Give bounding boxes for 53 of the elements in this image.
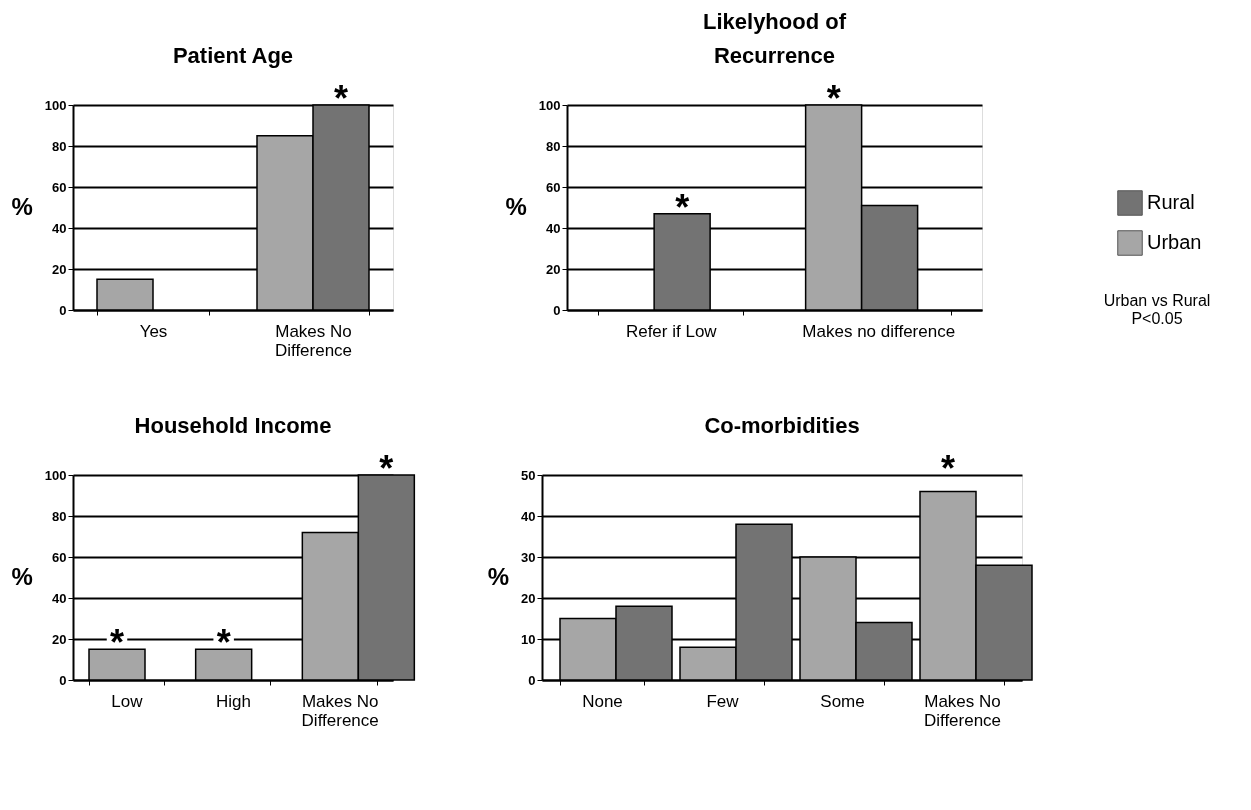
y-tick-label: 100 — [44, 467, 67, 483]
y-axis-title: % — [505, 193, 527, 220]
x-tick-label: Makes No Difference — [923, 691, 1002, 730]
y-axis-title: % — [11, 193, 33, 220]
text: Urban vs Rural P<0.05 — [1103, 292, 1211, 327]
x-tick-label: None — [582, 691, 623, 711]
y-tick-label: 40 — [546, 220, 561, 236]
y-tick-label: 0 — [59, 672, 67, 688]
x-tick-label: Low — [111, 691, 144, 711]
y-tick-label: 0 — [528, 672, 536, 688]
data-label: * — [675, 186, 690, 228]
x-tick-label: Few — [706, 691, 740, 711]
legend-label: Urban — [1147, 231, 1202, 253]
x-tick-label: Refer if Low — [625, 321, 718, 341]
y-tick-label: 10 — [521, 631, 536, 647]
y-tick-label: 40 — [521, 508, 536, 524]
y-tick-label: 40 — [52, 590, 67, 606]
x-tick-label: Some — [820, 691, 865, 711]
data-label: * — [216, 622, 231, 664]
data-label: * — [109, 622, 125, 664]
chart-title: Co-morbidities — [704, 413, 860, 438]
y-axis-title: % — [487, 563, 510, 590]
chart-title: Patient Age — [172, 43, 294, 68]
y-tick-label: 30 — [521, 549, 536, 565]
y-tick-label: 80 — [546, 138, 561, 154]
x-tick-label: High — [216, 691, 251, 711]
y-tick-label: 60 — [52, 549, 67, 565]
data-label: * — [379, 448, 394, 489]
y-tick-label: 0 — [59, 302, 67, 318]
y-tick-label: 50 — [521, 467, 536, 483]
y-tick-label: 60 — [52, 179, 67, 195]
y-tick-label: 40 — [52, 220, 67, 236]
y-tick-label: 20 — [52, 631, 67, 647]
chart-title: Household Income — [134, 413, 332, 438]
y-tick-label: 0 — [553, 302, 561, 318]
x-tick-label: Makes No Difference — [274, 321, 353, 360]
y-tick-label: 60 — [546, 179, 561, 195]
y-tick-label: 100 — [44, 97, 67, 113]
data-label: * — [333, 78, 349, 119]
y-axis-title: % — [11, 563, 33, 590]
legend-label: Rural — [1147, 191, 1195, 213]
x-tick-label: Makes No Difference — [301, 691, 379, 730]
data-label: * — [826, 78, 841, 119]
chart-title: Likelyhood of Recurrence — [703, 9, 847, 68]
x-tick-label: Makes no difference — [802, 321, 956, 341]
y-tick-label: 20 — [546, 261, 561, 277]
x-tick-label: Yes — [139, 321, 168, 341]
y-tick-label: 20 — [521, 590, 536, 606]
y-tick-label: 80 — [52, 508, 67, 524]
y-tick-label: 100 — [538, 97, 561, 113]
y-tick-label: 20 — [52, 261, 67, 277]
y-tick-label: 80 — [52, 138, 67, 154]
data-label: * — [940, 448, 956, 489]
